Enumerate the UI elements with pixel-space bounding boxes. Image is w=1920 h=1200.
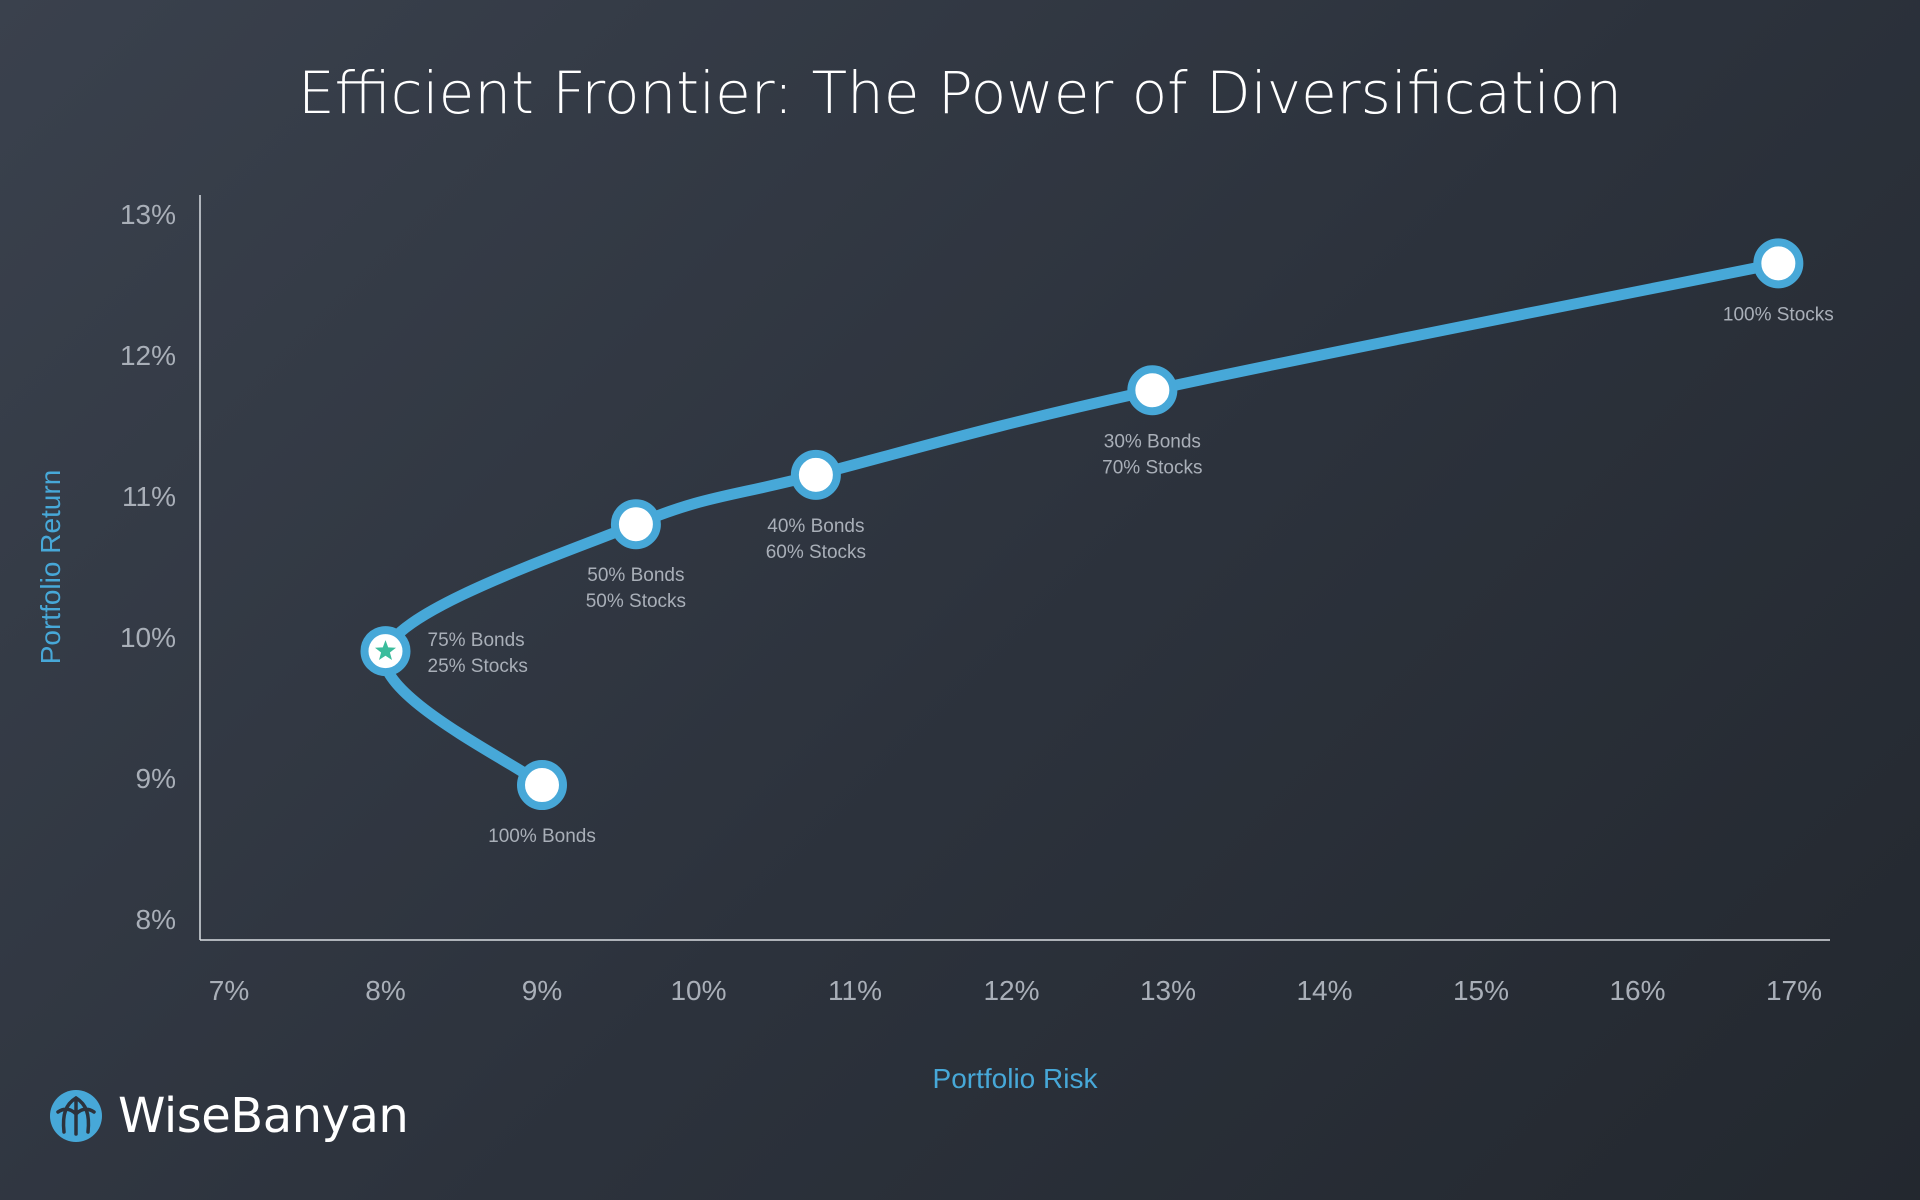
y-tick-label: 13% (120, 199, 176, 230)
y-tick-labels: 8% 9% 10% 11% 12% 13% (120, 199, 176, 935)
x-axis-label: Portfolio Risk (933, 1063, 1099, 1094)
frontier-curve (378, 257, 1784, 791)
portfolio-label: 25% Stocks (428, 656, 528, 677)
x-tick-label: 8% (365, 975, 405, 1006)
banyan-tree-logo-icon (50, 1090, 102, 1142)
portfolio-label: 75% Bonds (428, 630, 525, 651)
portfolio-markers (360, 238, 1804, 811)
portfolio-point (790, 449, 841, 500)
portfolio-label: 50% Bonds (587, 565, 684, 586)
optimal-portfolio-star-icon (375, 640, 396, 660)
portfolio-point (610, 499, 661, 550)
brand-name: WiseBanyan (118, 1088, 409, 1144)
x-tick-label: 9% (522, 975, 562, 1006)
y-tick-label: 11% (122, 481, 176, 512)
x-tick-label: 17% (1766, 975, 1822, 1006)
y-tick-label: 12% (120, 340, 176, 371)
x-tick-labels: 7% 8% 9% 10% 11% 12% 13% 14% 15% 16% 17% (209, 975, 1822, 1006)
portfolio-label: 60% Stocks (766, 542, 866, 563)
portfolio-label: 100% Stocks (1723, 304, 1834, 325)
y-axis-label: Portfolio Return (35, 470, 66, 665)
portfolio-label: 30% Bonds (1104, 431, 1201, 452)
x-tick-label: 11% (828, 975, 882, 1006)
brand-logo: WiseBanyan (48, 1088, 409, 1144)
portfolio-point (1127, 365, 1178, 416)
portfolio-label: 100% Bonds (488, 826, 596, 847)
portfolio-label: 50% Stocks (586, 591, 686, 612)
y-tick-label: 10% (120, 622, 176, 653)
portfolio-annotations: 100% Bonds 75% Bonds 25% Stocks 50% Bonds 50… (428, 304, 1834, 847)
x-tick-label: 16% (1609, 975, 1665, 1006)
x-tick-label: 13% (1140, 975, 1196, 1006)
x-tick-label: 7% (209, 975, 249, 1006)
portfolio-point (517, 760, 567, 811)
x-tick-label: 10% (670, 975, 726, 1006)
portfolio-label: 70% Stocks (1102, 457, 1202, 478)
chart-title: Efficient Frontier: The Power of Diversi… (298, 59, 1622, 127)
x-tick-label: 12% (983, 975, 1039, 1006)
y-tick-label: 9% (136, 763, 176, 794)
x-tick-label: 15% (1453, 975, 1509, 1006)
portfolio-label: 40% Bonds (767, 516, 864, 537)
x-tick-label: 14% (1296, 975, 1352, 1006)
y-tick-label: 8% (136, 904, 176, 935)
portfolio-point (1753, 238, 1804, 289)
